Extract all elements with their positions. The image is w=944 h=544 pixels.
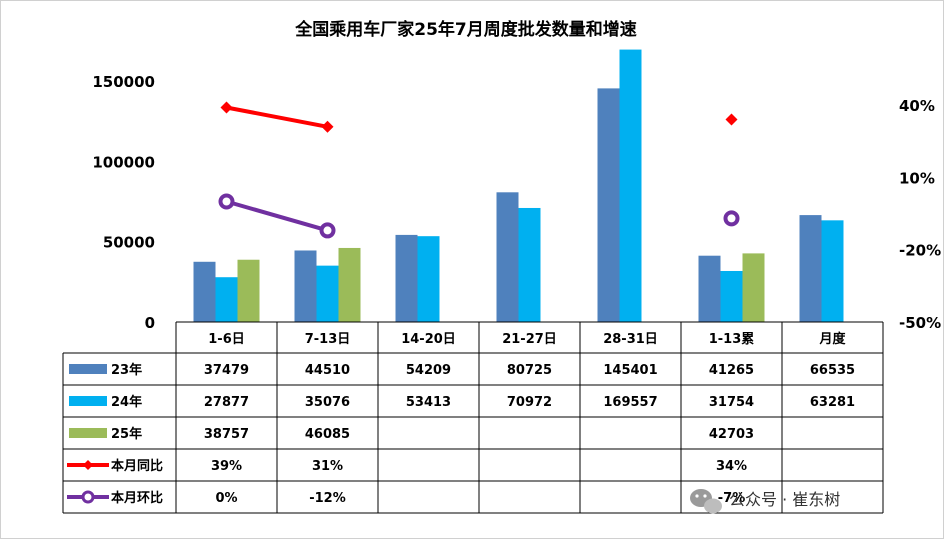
legend-label: 本月同比 [111,458,163,474]
table-cell: 80725 [507,363,552,378]
data-table: 1-6日 7-13日 14-20日 21-27日 28-31日 1-13累 月度 23年 374… [62,321,884,514]
table-cell: 63281 [810,395,855,410]
bar-23年-1-13累 [698,255,721,322]
table-cell: 35076 [305,395,350,410]
y-tick-right-label: 10% [899,169,935,187]
y-tick-left-label: 50000 [103,234,155,252]
chart-title: 全国乘用车厂家25年7月周度批发数量和增速 [294,19,637,40]
lines [218,101,740,239]
table-cell: 27877 [204,395,249,410]
marker-本月同比-1-13累 [725,113,738,126]
category-label: 21-27日 [502,332,557,347]
table-cell: 145401 [603,363,657,378]
bar-23年-14-20日 [395,234,418,322]
legend-swatch-23年 [69,364,107,374]
y-axis-right: -50% -20% 10% 40% [899,97,941,332]
category-label: 1-6日 [208,332,245,347]
bar-23年-1-6日 [193,261,216,322]
bar-24年-1-6日 [215,277,238,322]
marker-本月环比-1-6日 [218,193,235,210]
table-cell: -7% [718,491,745,506]
legend-label: 24年 [111,394,142,410]
bar-23年-7-13日 [294,250,317,322]
table-cell: 38757 [204,427,249,442]
legend-label: 23年 [111,362,142,378]
bar-24年-月度 [821,220,844,322]
bar-24年-28-31日 [619,49,642,322]
bar-25年-1-13累 [742,253,765,322]
table-cell: 39% [211,459,242,474]
y-tick-right-label: -20% [899,242,941,260]
watermark-text: 公众号 · 崔东树 [729,490,840,509]
category-label: 1-13累 [709,331,755,347]
watermark: 公众号 · 崔东树 [690,489,840,514]
table-cell: 42703 [709,427,754,442]
category-label: 月度 [818,331,846,347]
bar-23年-21-27日 [496,192,519,322]
bar-25年-1-6日 [237,259,260,322]
marker-本月同比-1-6日 [220,101,233,114]
category-label: 14-20日 [401,332,456,347]
bar-24年-21-27日 [518,207,541,322]
y-axis-left: 0 50000 100000 150000 [92,73,155,332]
wechat-icon [690,489,722,514]
bar-24年-1-13累 [720,270,743,322]
y-tick-left-label: 150000 [92,73,155,91]
bar-23年-月度 [799,215,822,322]
legend-marker-本月同比 [83,460,93,470]
table-cell: 169557 [603,395,657,410]
legend-label: 本月环比 [111,490,163,506]
y-tick-left-label: 0 [145,314,155,332]
marker-本月同比-7-13日 [321,120,334,133]
y-tick-right-label: 40% [899,97,935,115]
legend-marker-本月环比 [81,490,95,504]
table-cell: 34% [716,459,747,474]
table-cell: -12% [309,491,346,506]
table-cell: 70972 [507,395,552,410]
table-cell: 66535 [810,363,855,378]
line-本月同比 [226,105,328,129]
table-cell: 53413 [406,395,451,410]
y-tick-right-label: -50% [899,314,941,332]
category-label: 28-31日 [603,332,658,347]
bar-25年-7-13日 [338,247,361,322]
table-cell: 37479 [204,363,249,378]
table-cell: 46085 [305,427,350,442]
legend-swatch-25年 [69,428,107,438]
bar-23年-28-31日 [597,88,620,322]
legend-swatch-24年 [69,396,107,406]
marker-本月环比-1-13累 [723,210,740,227]
legend-label: 25年 [111,426,142,442]
table-cell: 54209 [406,363,451,378]
table-cell: 31754 [709,395,754,410]
table-cell: 0% [215,491,237,506]
category-label: 7-13日 [305,332,351,347]
line-本月环比 [225,199,329,233]
marker-本月环比-7-13日 [319,222,336,239]
bar-24年-7-13日 [316,265,339,322]
bars [193,49,844,322]
table-cell: 41265 [709,363,754,378]
y-tick-left-label: 100000 [92,153,155,171]
table-cell: 44510 [305,363,350,378]
bar-24年-14-20日 [417,236,440,322]
table-cell: 31% [312,459,343,474]
